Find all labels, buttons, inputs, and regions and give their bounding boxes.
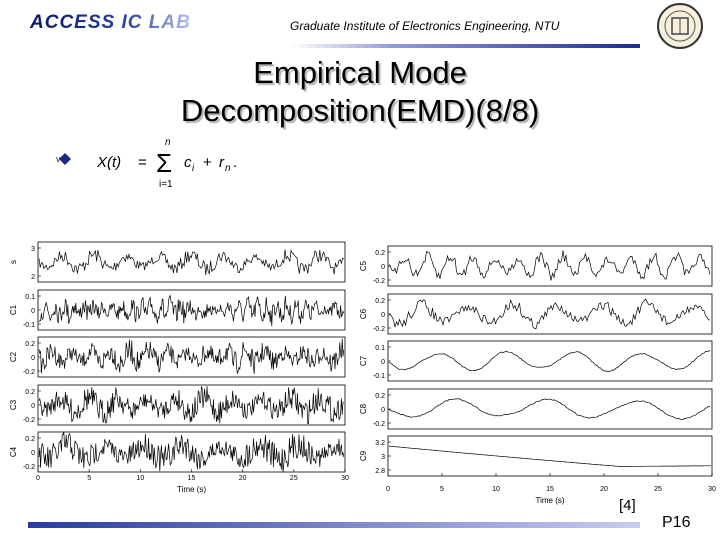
x-axis-label: Time (s) (177, 485, 206, 494)
waveform (388, 398, 711, 420)
x-tick-label: 0 (36, 475, 40, 482)
y-tick-label: -0.2 (23, 369, 35, 376)
y-tick-label: 0.2 (25, 389, 35, 396)
bullet (59, 153, 71, 165)
x-tick-label: 10 (136, 475, 144, 482)
waveform (388, 445, 711, 467)
formula-sum: Σ (156, 148, 172, 178)
formula: X(t) = Σ n i=1 c i + r n . (96, 137, 237, 190)
panel-frame (387, 293, 713, 335)
formula-equals: = (138, 154, 147, 171)
formula-plus: + (203, 154, 212, 171)
x-tick-label: 25 (654, 486, 662, 493)
y-tick-label: 3 (31, 246, 35, 253)
bullet: v (56, 154, 61, 164)
y-tick-label: -0.2 (373, 326, 385, 333)
y-tick-label: -0.2 (373, 278, 385, 285)
x-axis-label: Time (s) (535, 496, 564, 505)
y-tick-label: 0.2 (25, 436, 35, 443)
formula-lower: i=1 (159, 179, 173, 190)
x-tick-label: 10 (492, 486, 500, 493)
page-number: P16 (662, 514, 691, 531)
y-tick-label: 0.1 (375, 345, 385, 352)
title-line: Empirical Mode (253, 55, 467, 90)
panel-label: s (9, 260, 18, 264)
x-tick-label: 30 (341, 475, 349, 482)
x-tick-label: 15 (188, 475, 196, 482)
formula-rest-sub: n (225, 163, 231, 174)
panel-frame (37, 241, 346, 283)
formula-upper: n (165, 137, 171, 148)
x-tick-label: 30 (708, 486, 716, 493)
x-tick-label: 20 (239, 475, 247, 482)
y-tick-label: -0.2 (373, 421, 385, 428)
y-tick-label: 2 (31, 274, 35, 281)
y-tick-label: 0 (31, 403, 35, 410)
logo (657, 3, 703, 49)
panel-label: C1 (9, 304, 18, 315)
panel-label: C8 (359, 403, 368, 414)
y-tick-label: 0 (381, 264, 385, 271)
x-tick-label: 5 (440, 486, 444, 493)
x-tick-label: 25 (290, 475, 298, 482)
panel-label: C9 (359, 450, 368, 461)
waveform (38, 431, 345, 473)
x-tick-label: 0 (386, 486, 390, 493)
y-tick-label: 2.8 (375, 468, 385, 475)
x-tick-label: 20 (600, 486, 608, 493)
waveform (388, 350, 711, 372)
waveform (38, 338, 345, 374)
y-tick-label: 0 (31, 450, 35, 457)
y-tick-label: 0 (31, 308, 35, 315)
waveform (38, 294, 345, 327)
formula-lhs: X(t) (96, 154, 121, 171)
institute: Graduate Institute of Electronics Engine… (290, 19, 560, 33)
footer-rule (28, 522, 640, 528)
panel-frame (387, 388, 713, 430)
panel-label: C6 (359, 308, 368, 319)
x-tick-label: 15 (546, 486, 554, 493)
y-tick-label: 0 (381, 407, 385, 414)
formula-term: c (184, 154, 192, 171)
panel-label: C5 (359, 260, 368, 271)
citation: [4] (619, 497, 636, 514)
y-tick-label: 0 (31, 355, 35, 362)
waveform (38, 386, 344, 425)
formula-rest: r (219, 154, 225, 171)
panel-frame (387, 435, 713, 477)
y-tick-label: 3.2 (375, 440, 385, 447)
lab-name: ACCESS IC LAB (30, 12, 191, 33)
y-tick-label: 0 (381, 312, 385, 319)
y-tick-label: 3 (381, 454, 385, 461)
title-line: Decomposition(EMD)(8/8) (180, 93, 540, 128)
panel-label: C2 (9, 351, 18, 362)
formula-end: . (233, 154, 237, 171)
y-tick-label: -0.2 (23, 417, 35, 424)
panel-label: C3 (9, 399, 18, 410)
panel-label: C4 (9, 446, 18, 457)
panel-frame (387, 245, 713, 287)
waveform (388, 298, 711, 330)
y-tick-label: -0.1 (373, 373, 385, 380)
panel-frame (387, 340, 713, 382)
y-tick-label: 0 (381, 359, 385, 366)
y-tick-label: 0.2 (375, 298, 385, 305)
y-tick-label: -0.2 (23, 464, 35, 471)
y-tick-label: 0.2 (375, 393, 385, 400)
y-tick-label: 0.2 (375, 250, 385, 257)
y-tick-label: -0.1 (23, 322, 35, 329)
slide-title: Empirical Mode Decomposition(EMD)(8/8) (0, 54, 720, 130)
header-rule (290, 44, 640, 48)
formula-term-sub: i (192, 163, 195, 174)
y-tick-label: 0.2 (25, 341, 35, 348)
waveform (388, 250, 711, 281)
waveform (38, 249, 344, 276)
panel-label: C7 (359, 355, 368, 366)
y-tick-label: 0.1 (25, 294, 35, 301)
x-tick-label: 5 (87, 475, 91, 482)
